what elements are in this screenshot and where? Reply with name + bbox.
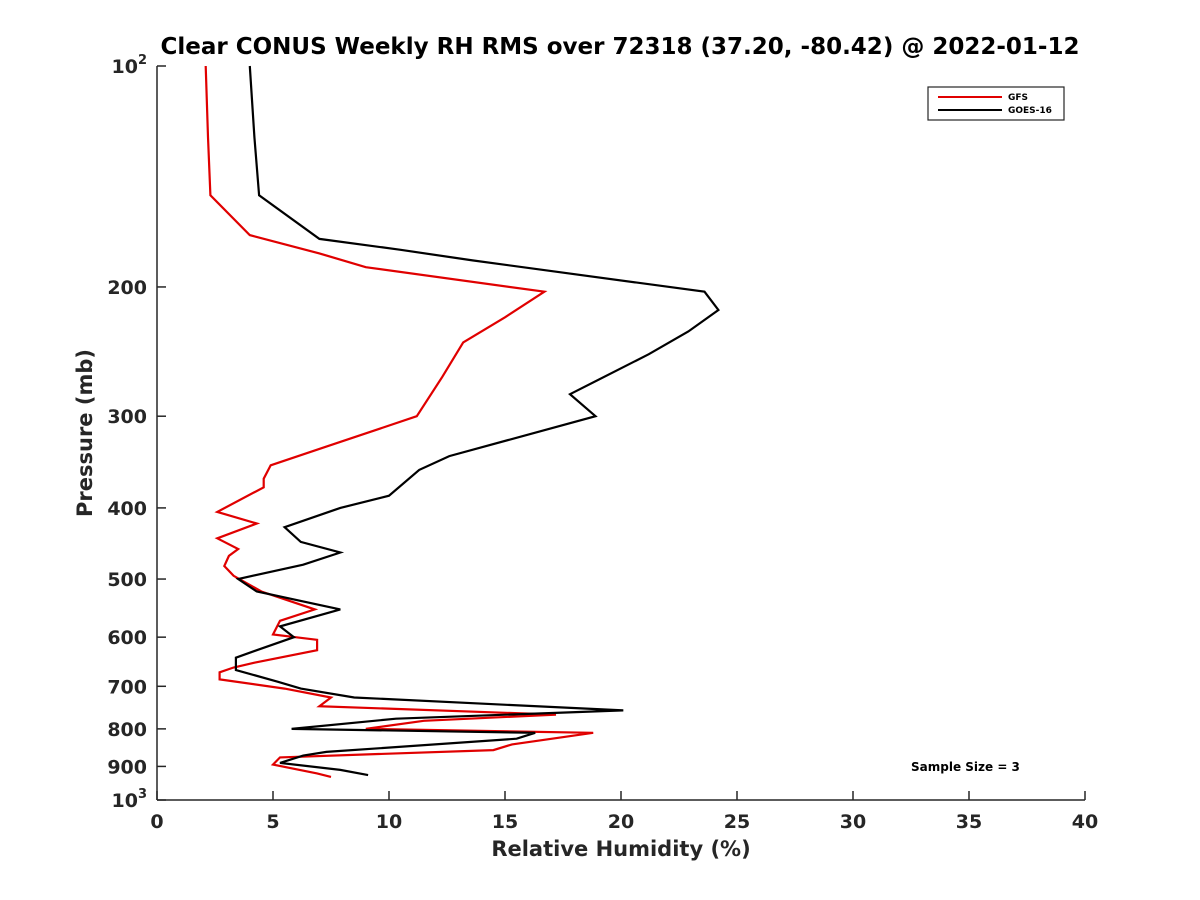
- x-axis-title: Relative Humidity (%): [491, 837, 750, 861]
- x-tick-label: 20: [608, 811, 634, 833]
- y-ticks: 102 200 300 400 500 600 700 800 900 103: [107, 53, 166, 812]
- y-tick-label: 102: [112, 53, 148, 78]
- x-tick-label: 40: [1072, 811, 1098, 833]
- x-tick-label: 0: [150, 811, 163, 833]
- legend-label: GOES-16: [1008, 106, 1052, 116]
- y-tick-label: 300: [107, 406, 147, 428]
- legend: GFS GOES-16: [927, 86, 1065, 121]
- y-tick-label: 800: [107, 719, 147, 741]
- x-tick-label: 25: [724, 811, 750, 833]
- y-tick-label: 500: [107, 569, 147, 591]
- series-line-goes-16: [234, 65, 720, 777]
- chart-title: Clear CONUS Weekly RH RMS over 72318 (37…: [161, 34, 1080, 60]
- x-ticks: 0 5 10 15 20 25 30 35 40: [150, 791, 1098, 833]
- y-tick-label: 700: [107, 676, 147, 698]
- sample-size-note: Sample Size = 3: [911, 760, 1020, 774]
- plot-area: 0 5 10 15 20 25 30 35 40 102 200 300 400 500 600 700 80…: [107, 53, 1098, 833]
- x-tick-label: 10: [376, 811, 402, 833]
- x-tick-label: 30: [840, 811, 866, 833]
- y-tick-label: 900: [107, 756, 147, 778]
- legend-label: GFS: [1008, 93, 1028, 103]
- series-line-gfs: [204, 65, 594, 778]
- x-tick-label: 5: [266, 811, 279, 833]
- y-tick-label: 600: [107, 627, 147, 649]
- legend-box: [927, 86, 1065, 121]
- x-tick-label: 35: [956, 811, 982, 833]
- series-layer: [204, 65, 720, 778]
- y-tick-label: 400: [107, 498, 147, 520]
- y-tick-label: 200: [107, 277, 147, 299]
- x-tick-label: 15: [492, 811, 518, 833]
- y-axis-title: Pressure (mb): [73, 349, 97, 517]
- y-tick-label: 103: [112, 787, 148, 812]
